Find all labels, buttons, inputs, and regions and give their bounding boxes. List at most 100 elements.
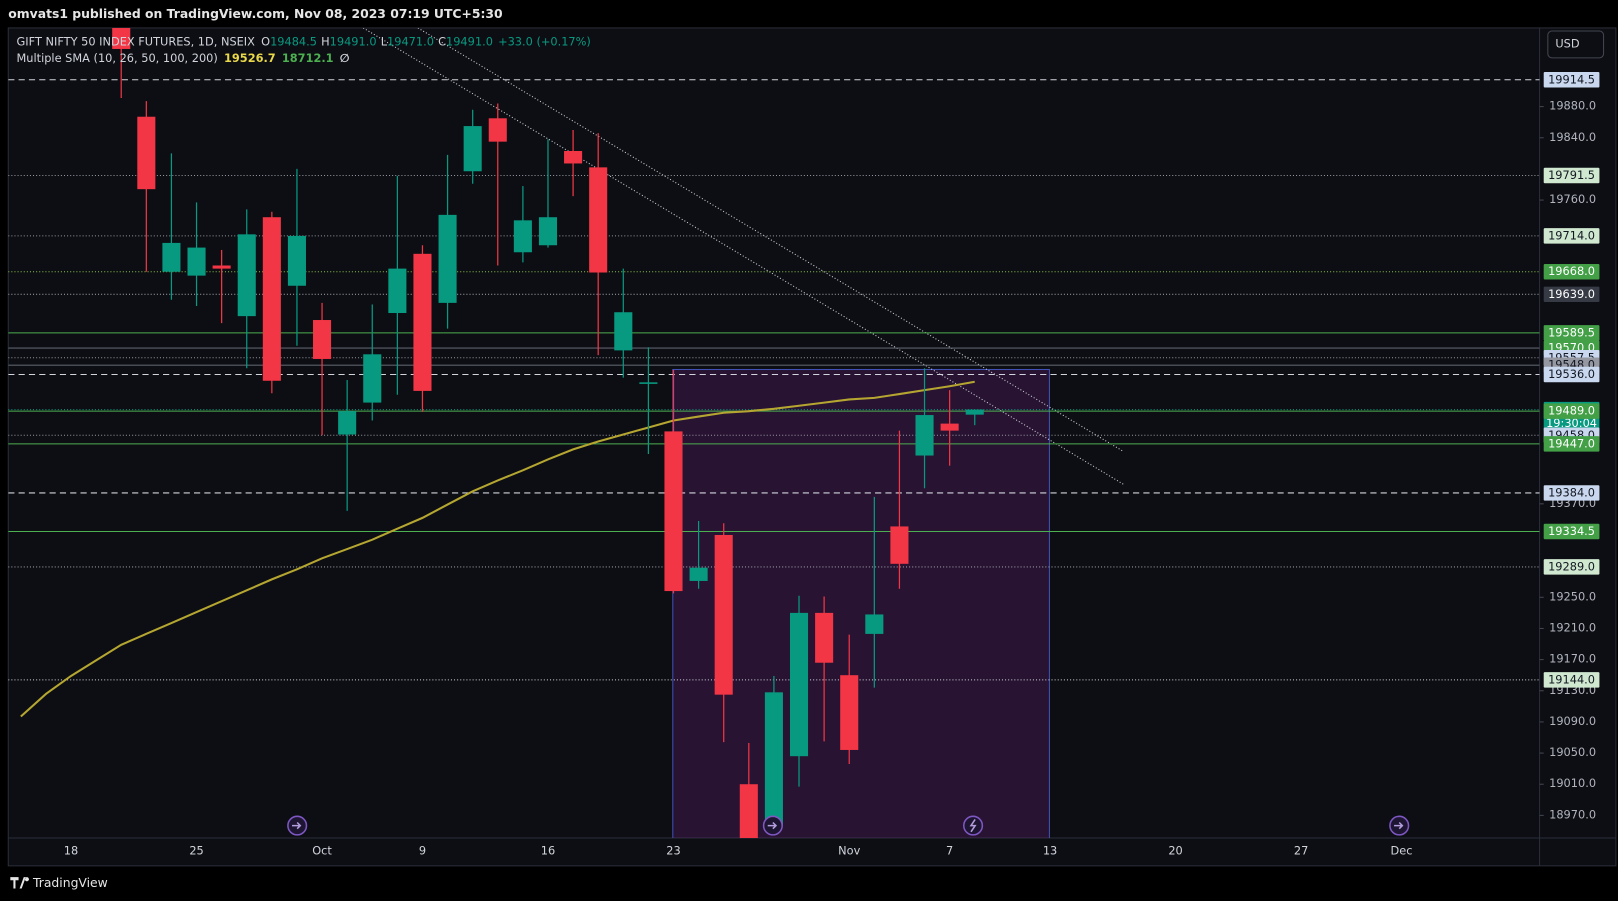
candle-body [313, 320, 332, 359]
event-icon[interactable] [762, 815, 783, 836]
drawings [362, 27, 1126, 838]
y-tick-label: 19050.0 [1549, 745, 1596, 759]
level-label-box [1543, 559, 1600, 575]
trend-line [362, 27, 1126, 486]
y-tick-label: 19760.0 [1549, 192, 1596, 206]
event-icon[interactable] [963, 815, 984, 836]
currency-button[interactable] [1547, 30, 1605, 59]
event-icon[interactable] [1389, 815, 1410, 836]
legend-value: 19491.0 [330, 34, 377, 48]
event-icon[interactable] [287, 815, 308, 836]
level-label: 19334.5 [1548, 524, 1595, 538]
x-tick-label: 7 [946, 843, 953, 857]
legend-key: O [261, 34, 270, 48]
candle-body [438, 214, 457, 303]
candle-body [965, 409, 984, 415]
candle-body [237, 234, 256, 317]
y-tick-label: 19880.0 [1549, 99, 1596, 113]
candle-body [287, 235, 306, 286]
brand: TradingView [32, 876, 108, 890]
x-tick-label: 9 [419, 843, 426, 857]
indicator-value: 18712.1 [282, 51, 334, 65]
level-label: 19289.0 [1548, 559, 1595, 573]
legend-key: C [438, 34, 446, 48]
x-tick-label: 23 [666, 843, 680, 857]
x-tick-label: 18 [64, 843, 78, 857]
y-tick-label: 19250.0 [1549, 589, 1596, 603]
level-label: 19536.0 [1548, 367, 1595, 381]
level-label-box [1543, 286, 1600, 303]
indicator-value: 19526.7 [224, 51, 276, 65]
x-tick-label: 25 [189, 843, 203, 857]
x-tick-label: Dec [1391, 843, 1413, 857]
x-tick-label: Nov [838, 843, 860, 857]
candle-body [764, 692, 783, 826]
candle-body [840, 675, 859, 750]
candle-body [890, 526, 909, 564]
level-label-box [1543, 523, 1600, 540]
legend-key: H [321, 34, 330, 48]
candle-body [212, 265, 231, 269]
legend-value: 19471.0 [387, 34, 434, 48]
y-tick-label: 19090.0 [1549, 714, 1596, 728]
currency-label: USD [1555, 36, 1580, 50]
candle-body [538, 217, 558, 246]
level-label: 19791.5 [1548, 168, 1595, 182]
level-label: 19384.0 [1548, 485, 1595, 499]
x-tick-label: 27 [1294, 843, 1308, 857]
candle-body [589, 167, 608, 273]
candle-body [664, 431, 683, 592]
level-label-box [1543, 71, 1600, 88]
level-label: 19639.0 [1548, 287, 1595, 301]
level-label: 19489.0 [1548, 404, 1595, 418]
level-label: 19914.5 [1548, 72, 1595, 86]
candle-body [187, 247, 206, 276]
y-tick-label: 19170.0 [1549, 652, 1596, 666]
price-axis: 19880.019840.019760.019370.019250.019210… [1539, 71, 1600, 821]
level-label-box [1543, 672, 1600, 688]
legend-value: 19491.0 [446, 34, 493, 48]
candle-body [463, 126, 482, 172]
level-label: 19144.0 [1548, 672, 1595, 686]
candle-body [363, 354, 382, 403]
level-label: 19447.0 [1548, 436, 1595, 450]
date-range-box [672, 368, 1050, 838]
y-tick-label: 18970.0 [1549, 807, 1596, 821]
event-icons [287, 815, 1410, 836]
y-tick-label: 19840.0 [1549, 130, 1596, 144]
y-tick-label: 19210.0 [1549, 620, 1596, 634]
plot [8, 27, 1540, 838]
candle-body [865, 614, 884, 634]
candle-body [815, 612, 834, 663]
level-label-box [1543, 167, 1600, 184]
chart-pane [7, 27, 1617, 867]
candle-body [739, 784, 758, 838]
x-tick-label: Oct [312, 843, 332, 857]
level-label-box [1543, 436, 1600, 452]
candle-body [262, 217, 281, 381]
level-label-box [1543, 366, 1600, 383]
candle-body [789, 612, 809, 757]
candle-body [940, 423, 959, 431]
candle-body [388, 268, 407, 314]
candle-body [162, 242, 181, 272]
candle-body [714, 534, 733, 695]
candle-body [137, 116, 156, 190]
indicator-legend: Multiple SMA (10, 26, 50, 100, 200) 19526… [17, 51, 350, 65]
candle-body [338, 411, 357, 435]
indicator-value: ∅ [340, 51, 350, 65]
candle-body [639, 382, 658, 384]
level-label-box [1543, 403, 1600, 419]
trend-line [417, 27, 1123, 452]
sma-line [20, 380, 975, 718]
legend-value: 19484.5 [270, 34, 317, 48]
level-label-box [1543, 325, 1600, 341]
candle-body [689, 567, 708, 581]
level-label-box [1543, 485, 1600, 501]
level-label-box [1543, 228, 1600, 244]
x-tick-label: 16 [541, 843, 555, 857]
indicator-name: Multiple SMA (10, 26, 50, 100, 200) [17, 51, 218, 65]
candle-body [564, 151, 583, 164]
level-label: 19668.0 [1548, 264, 1595, 278]
